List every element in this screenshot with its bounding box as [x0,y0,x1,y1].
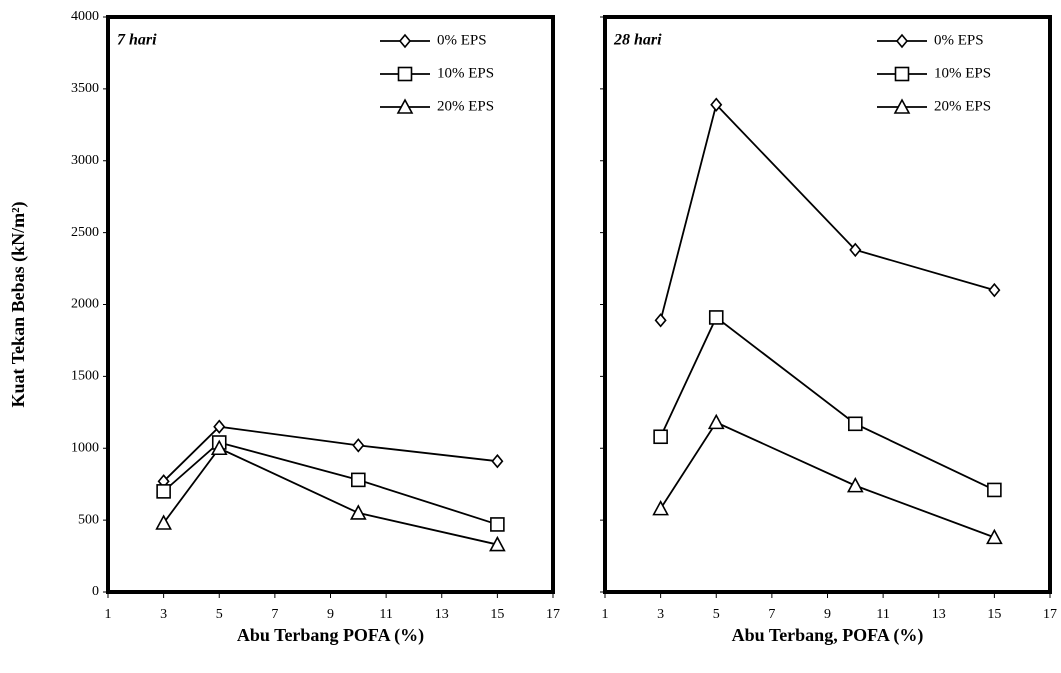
y-axis-title: Kuat Tekan Bebas (kN/m²) [8,202,29,408]
legend-marker [894,66,910,82]
legend-marker [398,33,412,49]
y-tick-label: 2500 [71,225,99,240]
series-line [659,421,995,539]
x-tick-label: 5 [216,607,223,622]
plot-frame [106,15,555,594]
x-tick-label: 1 [105,607,112,622]
y-tick-label: 1500 [71,369,99,384]
legend-label: 0% EPS [934,32,984,48]
legend-label: 20% EPS [934,98,991,114]
legend-marker [895,33,909,49]
y-tick-label: 0 [92,584,99,599]
y-tick-label: 1000 [71,440,99,455]
series-line [659,102,995,321]
series-line [163,441,498,526]
marker [988,282,1001,298]
marker [489,535,506,552]
y-tick-label: 3000 [71,153,99,168]
x-tick-label: 13 [435,607,449,622]
plot-frame [603,15,1052,594]
x-tick-label: 17 [546,607,560,622]
marker [156,484,171,499]
legend-marker [397,66,413,82]
marker [652,499,669,516]
x-tick-label: 11 [379,607,392,622]
marker [491,453,504,469]
x-tick-label: 9 [824,607,831,622]
y-tick-label: 4000 [71,9,99,24]
legend-label: 20% EPS [437,98,494,114]
y-tick-label: 3500 [71,81,99,96]
marker [987,482,1002,498]
marker [848,416,863,432]
x-tick-label: 1 [602,607,609,622]
legend-label: 10% EPS [437,65,494,81]
x-tick-label: 11 [876,607,889,622]
x-axis-title: Abu Terbang, POFA (%) [732,625,924,646]
series-line [162,425,498,482]
x-axis-title: Abu Terbang POFA (%) [237,625,424,646]
x-tick-label: 15 [490,607,504,622]
series-line [162,447,498,546]
legend-marker [396,98,414,114]
x-tick-label: 7 [271,607,278,622]
marker [213,419,226,434]
marker [490,517,505,532]
x-tick-label: 5 [713,607,720,622]
marker [707,413,725,430]
x-tick-label: 13 [932,607,946,622]
marker [986,528,1003,545]
legend-label: 0% EPS [437,32,487,48]
marker [210,439,228,456]
marker [846,476,864,493]
x-tick-label: 17 [1043,607,1057,622]
marker [849,242,862,258]
marker [654,313,667,328]
y-tick-label: 500 [78,512,99,527]
x-tick-label: 9 [327,607,334,622]
series-line [659,316,995,491]
panel-title: 7 hari [117,32,157,49]
panel-title: 28 hari [613,32,662,49]
marker [351,472,366,488]
x-tick-label: 7 [768,607,775,622]
y-tick-label: 2000 [71,297,99,312]
marker [653,429,668,445]
marker [349,504,367,520]
marker [710,97,723,112]
marker [352,438,365,453]
x-tick-label: 15 [987,607,1001,622]
marker [155,514,172,530]
legend-marker [893,98,911,114]
marker [708,310,724,325]
x-tick-label: 3 [160,607,167,622]
x-tick-label: 3 [657,607,664,622]
legend-label: 10% EPS [934,65,991,81]
